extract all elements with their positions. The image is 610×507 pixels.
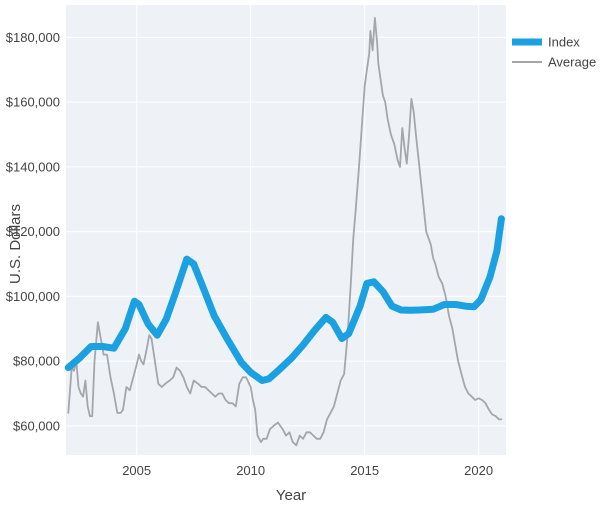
x-tick-label: 2005: [122, 463, 151, 478]
legend-label: Average: [548, 55, 596, 70]
legend-item-index[interactable]: Index: [512, 35, 580, 50]
x-axis-ticks: 2005 2010 2015 2020: [122, 463, 493, 478]
series-line-index: [64, 215, 505, 384]
y-tick-label: $120,000: [6, 224, 60, 239]
legend-label: Index: [548, 35, 580, 50]
series-line-average: [67, 17, 503, 447]
series-layer: [64, 17, 505, 447]
legend: Index Average: [512, 35, 596, 70]
y-axis-title: U.S. Dollars: [7, 204, 24, 284]
x-tick-label: 2015: [350, 463, 379, 478]
y-tick-label: $100,000: [6, 289, 60, 304]
x-axis-title: Year: [276, 487, 306, 504]
y-tick-label: $180,000: [6, 30, 60, 45]
plot-area: [66, 5, 506, 455]
legend-item-average[interactable]: Average: [512, 55, 596, 70]
x-tick-label: 2020: [464, 463, 493, 478]
y-tick-label: $60,000: [13, 418, 60, 433]
y-tick-label: $80,000: [13, 354, 60, 369]
y-axis-ticks: $60,000 $80,000 $100,000 $120,000 $140,000 $1…: [6, 30, 60, 433]
y-tick-label: $140,000: [6, 159, 60, 174]
y-tick-label: $160,000: [6, 95, 60, 110]
x-tick-label: 2010: [236, 463, 265, 478]
